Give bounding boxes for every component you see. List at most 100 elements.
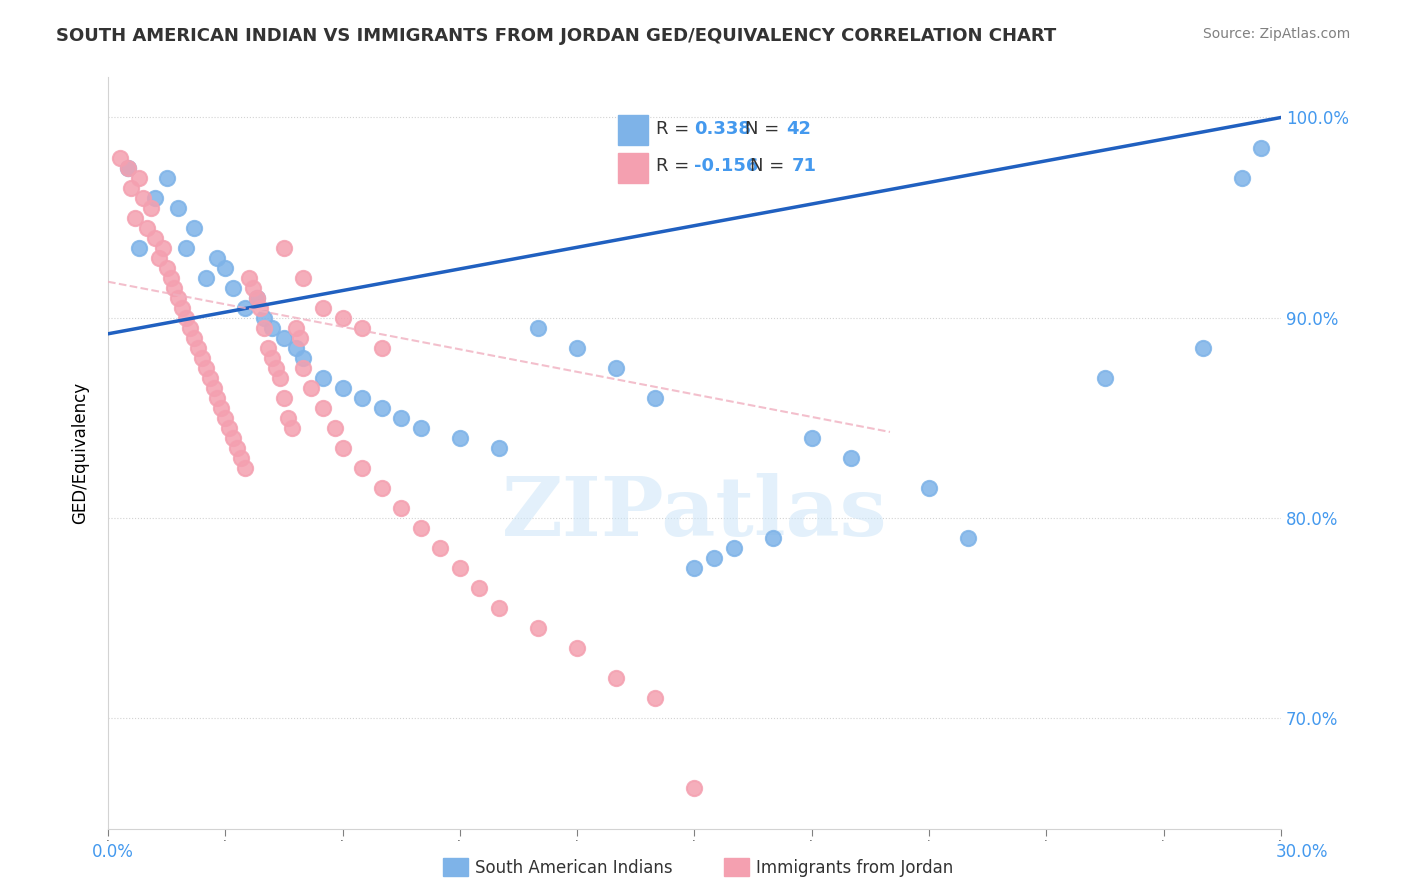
Point bbox=[468, 581, 491, 595]
Point bbox=[262, 351, 284, 365]
Point bbox=[644, 691, 666, 706]
Point bbox=[148, 251, 170, 265]
Point bbox=[179, 320, 201, 334]
Y-axis label: GED/Equivalency: GED/Equivalency bbox=[72, 382, 89, 524]
Point bbox=[163, 281, 186, 295]
Point bbox=[183, 331, 205, 345]
Point bbox=[238, 270, 260, 285]
Point bbox=[174, 310, 197, 325]
Text: R =: R = bbox=[655, 120, 695, 137]
Point bbox=[323, 421, 346, 435]
Point bbox=[207, 251, 229, 265]
Point bbox=[605, 360, 627, 375]
Point bbox=[292, 351, 315, 365]
Point bbox=[194, 360, 217, 375]
Text: ZIPatlas: ZIPatlas bbox=[502, 473, 887, 553]
Point bbox=[957, 531, 980, 545]
Point bbox=[198, 371, 221, 385]
Point bbox=[273, 331, 295, 345]
Point bbox=[253, 310, 276, 325]
Point bbox=[1230, 170, 1253, 185]
Point bbox=[567, 341, 589, 355]
Point bbox=[409, 521, 432, 535]
Point bbox=[226, 441, 249, 455]
Text: 42: 42 bbox=[786, 120, 811, 137]
Point bbox=[370, 401, 392, 415]
Point bbox=[312, 301, 335, 315]
Point bbox=[233, 461, 256, 475]
Point bbox=[800, 431, 823, 445]
Point bbox=[174, 241, 197, 255]
Point bbox=[214, 260, 236, 275]
Point bbox=[136, 220, 159, 235]
Point bbox=[262, 320, 284, 334]
Point bbox=[644, 391, 666, 405]
Text: 30.0%: 30.0% bbox=[1277, 843, 1329, 861]
Point bbox=[1191, 341, 1213, 355]
Text: 0.338: 0.338 bbox=[695, 120, 751, 137]
Point bbox=[222, 431, 245, 445]
Point bbox=[352, 391, 374, 405]
Point bbox=[264, 360, 287, 375]
Point bbox=[312, 371, 335, 385]
Point bbox=[167, 291, 190, 305]
Point bbox=[229, 450, 252, 465]
Point bbox=[292, 270, 315, 285]
Point bbox=[273, 391, 295, 405]
Point bbox=[332, 441, 354, 455]
Point bbox=[703, 551, 725, 566]
Point bbox=[352, 320, 374, 334]
Point bbox=[567, 641, 589, 656]
Point bbox=[683, 781, 706, 796]
Point bbox=[172, 301, 194, 315]
Text: Source: ZipAtlas.com: Source: ZipAtlas.com bbox=[1202, 27, 1350, 41]
Point bbox=[132, 191, 155, 205]
Point bbox=[159, 270, 181, 285]
Point bbox=[488, 601, 510, 615]
Point bbox=[527, 320, 550, 334]
Point bbox=[299, 381, 322, 395]
Point bbox=[117, 161, 139, 175]
Point bbox=[389, 411, 412, 425]
Text: 71: 71 bbox=[792, 157, 817, 175]
Point bbox=[449, 431, 471, 445]
Point bbox=[194, 270, 217, 285]
Point bbox=[284, 341, 307, 355]
Point bbox=[249, 301, 271, 315]
Point bbox=[449, 561, 471, 575]
Point bbox=[233, 301, 256, 315]
Point bbox=[370, 481, 392, 495]
Point bbox=[332, 381, 354, 395]
Point bbox=[139, 201, 162, 215]
Point bbox=[120, 180, 142, 194]
Point bbox=[191, 351, 214, 365]
Point bbox=[245, 291, 267, 305]
Point bbox=[273, 241, 295, 255]
Point bbox=[117, 161, 139, 175]
Point bbox=[269, 371, 291, 385]
Point bbox=[108, 151, 131, 165]
Text: Immigrants from Jordan: Immigrants from Jordan bbox=[756, 859, 953, 877]
Text: N =: N = bbox=[749, 157, 790, 175]
Point bbox=[218, 421, 240, 435]
Point bbox=[143, 230, 166, 244]
Text: 0.0%: 0.0% bbox=[91, 843, 134, 861]
Point bbox=[389, 501, 412, 516]
Point bbox=[370, 341, 392, 355]
Text: SOUTH AMERICAN INDIAN VS IMMIGRANTS FROM JORDAN GED/EQUIVALENCY CORRELATION CHAR: SOUTH AMERICAN INDIAN VS IMMIGRANTS FROM… bbox=[56, 27, 1056, 45]
Point bbox=[352, 461, 374, 475]
Point bbox=[527, 621, 550, 635]
Point bbox=[257, 341, 280, 355]
Point bbox=[292, 360, 315, 375]
Point bbox=[409, 421, 432, 435]
Point bbox=[214, 411, 236, 425]
Text: R =: R = bbox=[655, 157, 695, 175]
Point bbox=[167, 201, 190, 215]
Point bbox=[156, 170, 179, 185]
Point bbox=[242, 281, 264, 295]
Point bbox=[284, 320, 307, 334]
Text: -0.156: -0.156 bbox=[695, 157, 759, 175]
Point bbox=[312, 401, 335, 415]
Bar bbox=[619, 115, 648, 145]
Bar bbox=[619, 153, 648, 183]
